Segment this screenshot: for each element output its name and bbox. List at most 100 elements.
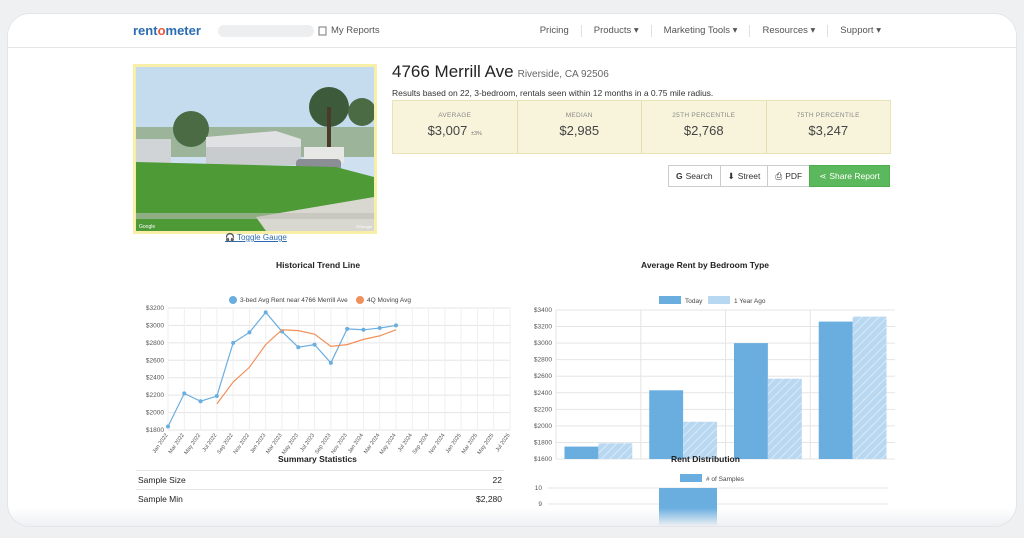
nav-marketing-label: Marketing Tools [663, 25, 731, 36]
stat-median: MEDIAN $2,985 [518, 101, 642, 153]
nav-divider [650, 25, 652, 37]
pdf-button-label: PDF [785, 171, 803, 181]
google-icon: G [676, 171, 683, 181]
bar [564, 446, 599, 459]
stat-note: ±3% [470, 131, 482, 137]
street-view-photo: Google ©Google [133, 64, 377, 234]
y-tick-label: $3000 [534, 340, 552, 347]
y-tick-label: $2600 [534, 373, 552, 380]
bottom-fade [8, 508, 1016, 526]
pin-icon: ⬇ [727, 170, 735, 181]
search-button-label: Search [685, 171, 713, 181]
app-frame: rentometer My Reports Pricing Products ▾… [8, 14, 1016, 526]
results-summary: Results based on 22, 3-bedroom, rentals … [392, 88, 714, 98]
legend-swatch [229, 296, 237, 304]
bar [818, 321, 853, 459]
data-point [166, 424, 170, 429]
nav-links: Pricing Products ▾ Marketing Tools ▾ Res… [540, 25, 881, 37]
logo-part: rent [133, 23, 158, 38]
legend-label: 3-bed Avg Rent near 4766 Merrill Ave [240, 297, 348, 304]
y-tick-label: $2600 [146, 357, 164, 364]
nav-support[interactable]: Support ▾ [840, 25, 881, 36]
summary-row: Sample Min $2,280 [136, 489, 504, 508]
y-tick-label: $2800 [146, 340, 164, 347]
y-tick-label: $3000 [146, 322, 164, 329]
summary-label: Sample Min [138, 494, 183, 504]
x-tick-label: Jul 2025 [495, 433, 512, 453]
trend-chart-title: Historical Trend Line [276, 260, 361, 270]
top-navbar: rentometer My Reports Pricing Products ▾… [8, 14, 1016, 48]
y-tick-label: $2200 [146, 392, 164, 399]
data-point [312, 342, 317, 347]
bar [649, 390, 684, 459]
x-tick-label: Nov 2022 [233, 433, 251, 456]
nav-divider [580, 25, 582, 37]
y-tick-label: $2200 [534, 406, 552, 413]
y-tick-label: 9 [538, 501, 542, 508]
nav-resources[interactable]: Resources ▾ [762, 25, 816, 36]
bar [733, 343, 768, 459]
distribution-chart-title: Rent Distribution [671, 454, 740, 464]
x-tick-label: Nov 2023 [330, 433, 348, 456]
x-tick-label: May 2023 [281, 433, 300, 456]
stat-value: $2,985 [559, 123, 600, 138]
stat-label: MEDIAN [565, 112, 593, 119]
stat-label: 25th PERCENTILE [672, 112, 736, 119]
x-tick-label: May 2025 [477, 433, 496, 456]
rentometer-logo[interactable]: rentometer [133, 23, 201, 38]
rent-stats-panel: AVERAGE $3,007 ±3% MEDIAN $2,985 25th PERC… [392, 100, 891, 154]
y-tick-label: $3200 [146, 305, 164, 312]
search-button[interactable]: G Search [668, 165, 721, 187]
stat-label: AVERAGE [438, 112, 472, 119]
my-reports-label: My Reports [331, 25, 380, 36]
stat-value: $3,007 ±3% [393, 123, 517, 138]
blurred-account [218, 25, 314, 37]
data-point [328, 360, 333, 365]
stat-25th: 25th PERCENTILE $2,768 [642, 101, 767, 153]
series-line [216, 329, 397, 405]
street-button[interactable]: ⬇ Street [719, 165, 769, 187]
photo-credit-left: Google [139, 224, 155, 230]
bar [598, 443, 633, 459]
legend-swatch [356, 296, 364, 304]
legend-label: 1 Year Ago [734, 298, 766, 305]
legend-swatch [708, 296, 730, 304]
nav-marketing-tools[interactable]: Marketing Tools ▾ [663, 25, 738, 36]
summary-label: Sample Size [138, 475, 186, 485]
data-point [377, 326, 382, 331]
y-tick-label: $2000 [534, 423, 552, 430]
legend-label: Today [685, 298, 703, 305]
summary-value: $2,280 [476, 494, 502, 504]
printer-icon: ⎙ [775, 170, 783, 181]
stat-75th: 75th PERCENTILE $3,247 [767, 101, 891, 153]
data-point [182, 391, 187, 396]
logo-part: meter [165, 23, 201, 38]
property-title: 4766 Merrill Ave Riverside, CA 92506 [392, 62, 609, 82]
y-tick-label: $1600 [534, 456, 552, 462]
share-report-button[interactable]: ⋖ Share Report [809, 165, 890, 187]
bar [852, 316, 887, 459]
nav-support-label: Support [840, 25, 874, 36]
legend-label: # of Samples [706, 476, 745, 483]
nav-pricing[interactable]: Pricing [539, 25, 569, 36]
data-point [345, 326, 350, 331]
stat-value: $3,247 [808, 123, 849, 138]
nav-divider [749, 25, 751, 37]
y-tick-label: 10 [535, 485, 543, 492]
nav-products[interactable]: Products ▾ [593, 25, 639, 36]
document-icon [318, 26, 327, 35]
pdf-button[interactable]: ⎙ PDF [767, 165, 811, 187]
my-reports-link[interactable]: My Reports [318, 25, 380, 36]
toggle-gauge-link[interactable]: 🎧 Toggle Gauge [225, 233, 287, 242]
data-point [296, 345, 301, 350]
historical-trend-chart: $1800 $2000 $2200 $2400 $2600 $2800 $3000 $3200… [146, 296, 512, 456]
summary-value: 22 [492, 475, 502, 485]
x-tick-label: Nov 2024 [428, 433, 446, 456]
report-action-buttons: G Search ⬇ Street ⎙ PDF ⋖ Share Report [668, 165, 890, 187]
stat-value-text: $3,007 [427, 123, 468, 138]
data-point [247, 330, 252, 335]
toggle-gauge-label: Toggle Gauge [237, 233, 287, 242]
logo-part: o [157, 23, 166, 38]
nav-products-label: Products [593, 25, 632, 36]
legend-swatch [659, 296, 681, 304]
